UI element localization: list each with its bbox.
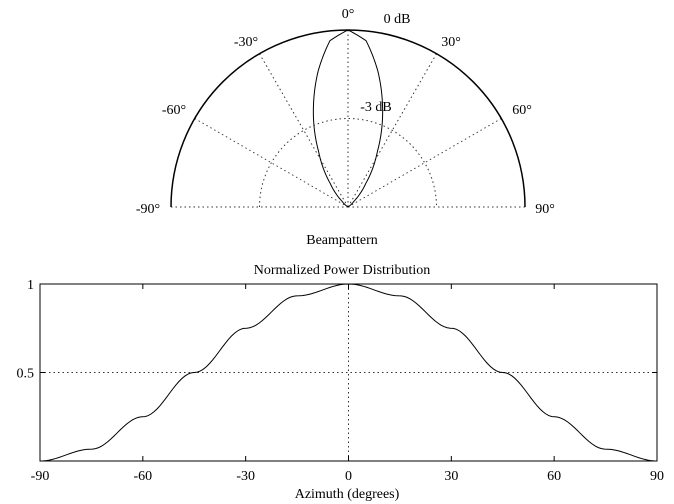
x-tick-label-90: 90 <box>650 469 664 484</box>
x-tick-label-0: 0 <box>345 469 352 484</box>
polar-radial-label-0db: 0 dB <box>384 12 411 27</box>
polar-angle-label-30: 30° <box>441 35 461 50</box>
x-tick-label--90: -90 <box>31 469 50 484</box>
polar-angle-label--30: -30° <box>234 35 258 50</box>
x-tick-label--60: -60 <box>133 469 152 484</box>
x-tick-label-60: 60 <box>547 469 561 484</box>
polar-angle-label-90: 90° <box>535 202 555 217</box>
polar-ring-minus3db <box>259 118 437 208</box>
normalized-power-chart: Normalized Power Distribution -90 -60 -30 0 3… <box>17 263 665 502</box>
polar-radial-label-minus3db: -3 dB <box>360 100 392 115</box>
x-axis-label: Azimuth (degrees) <box>295 487 400 502</box>
polar-spoke-60 <box>347 118 502 208</box>
x-tick-label--30: -30 <box>236 469 255 484</box>
y-tick-label-1: 1 <box>27 278 34 293</box>
polar-angle-label--60: -60° <box>162 103 186 118</box>
polar-angle-label-60: 60° <box>512 103 532 118</box>
polar-beam-lobe <box>312 29 384 208</box>
polar-spoke--30 <box>259 53 349 208</box>
plot-area-frame <box>39 283 658 462</box>
polar-chart-title: Beampattern <box>306 233 378 248</box>
polar-beampattern-chart: -90° -60° -30° 0° 30° 60° 90° 0 dB -3 dB Beampatt… <box>136 7 555 248</box>
x-tick-label-30: 30 <box>444 469 458 484</box>
y-tick-label-0.5: 0.5 <box>17 367 35 382</box>
series-line-power <box>39 283 658 462</box>
polar-angle-label-0: 0° <box>342 7 355 22</box>
polar-ring-0db <box>170 29 526 208</box>
line-chart-title: Normalized Power Distribution <box>254 263 431 278</box>
polar-angle-label--90: -90° <box>136 202 160 217</box>
